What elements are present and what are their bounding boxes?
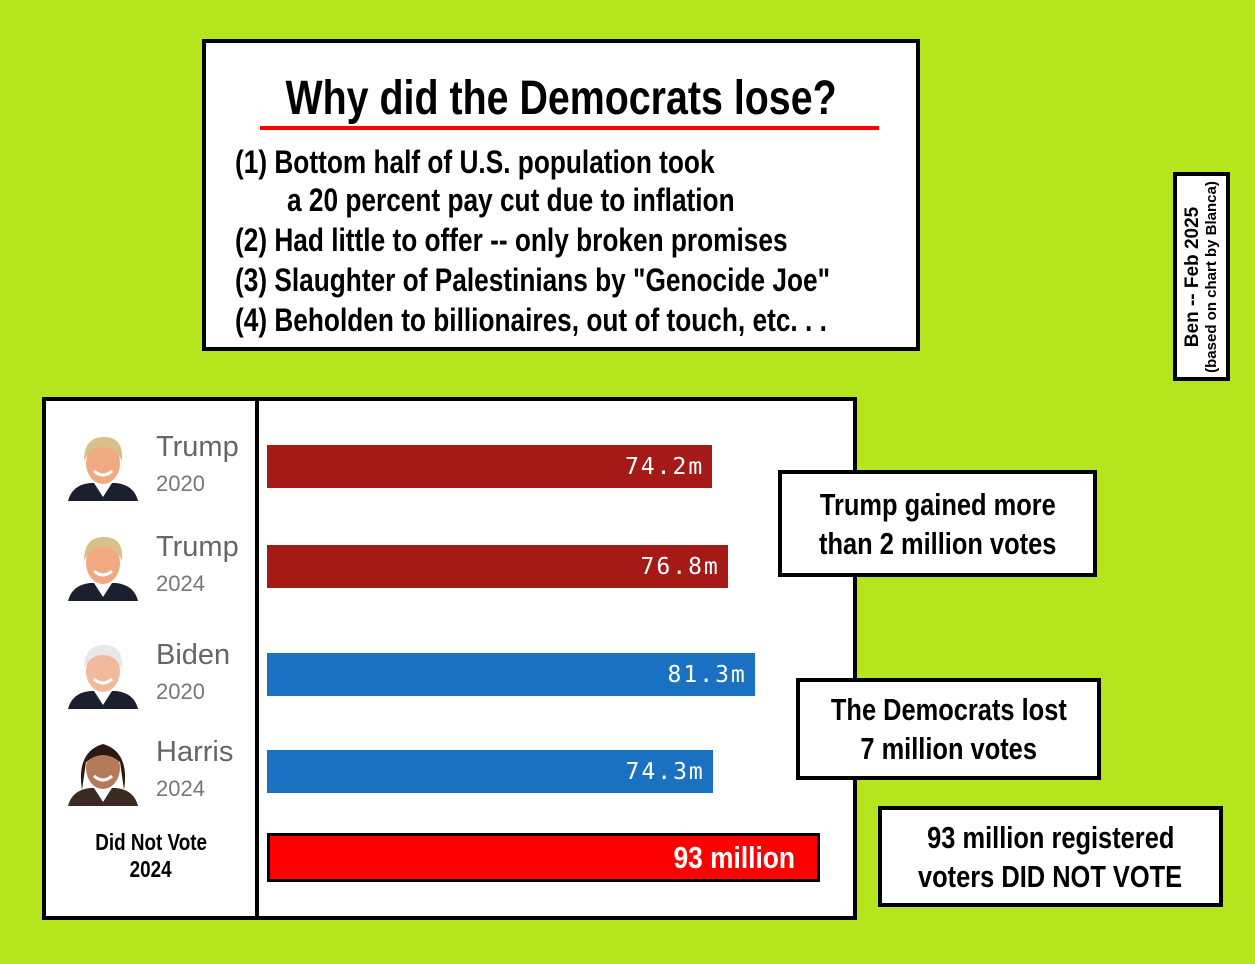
vote-bar-label: 74.3m <box>625 758 705 785</box>
vote-bar-label: 76.8m <box>640 553 720 580</box>
callout-nonvoters-line2: voters DID NOT VOTE <box>918 858 1183 894</box>
reason-3-text: (3) Slaughter of Palestinians by "Genoci… <box>235 262 831 298</box>
candidate-photo <box>66 427 140 501</box>
title: Why did the Democrats lose? <box>206 71 916 126</box>
reason-1: (1) Bottom half of U.S. population took <box>235 144 820 181</box>
candidate-photo <box>66 732 140 806</box>
callout-trump-line1: Trump gained more <box>819 486 1056 522</box>
reason-4-text: (4) Beholden to billionaires, out of tou… <box>235 302 827 338</box>
candidate-photo <box>66 635 140 709</box>
reason-4: (4) Beholden to billionaires, out of tou… <box>235 302 957 339</box>
credit-source: (based on chart by Blanca) <box>1202 180 1220 373</box>
candidate-year: 2020 <box>156 679 205 704</box>
reason-2: (2) Had little to offer -- only broken p… <box>235 222 909 259</box>
title-box: Why did the Democrats lose? (1) Bottom h… <box>202 39 920 351</box>
vote-bar: 76.8m <box>267 545 728 588</box>
candidate-name: Harris <box>156 736 234 768</box>
title-underline <box>260 126 879 130</box>
did-not-vote-bar: 93 million <box>267 833 820 882</box>
callout-trump: Trump gained more than 2 million votes <box>778 470 1097 577</box>
callout-nonvoters: 93 million registered voters DID NOT VOT… <box>878 806 1223 907</box>
reason-2-text: (2) Had little to offer -- only broken p… <box>235 222 788 258</box>
callout-nonvoters-line1: 93 million registered <box>926 819 1175 855</box>
vote-bar-label: 81.3m <box>667 661 747 688</box>
title-text: Why did the Democrats lose? <box>285 72 837 125</box>
reason-1-text: (1) Bottom half of U.S. population took <box>235 144 715 180</box>
callout-democrats-line1: The Democrats lost <box>830 692 1067 727</box>
credit-author: Ben -- Feb 2025 <box>1181 206 1203 347</box>
did-not-vote-bar-label: 93 million <box>673 839 795 875</box>
candidate-year: 2024 <box>156 571 205 596</box>
vote-bar: 74.2m <box>267 445 713 488</box>
did-not-vote-label-1: Did Not Vote <box>95 829 207 855</box>
candidate-year: 2020 <box>156 471 205 496</box>
chart-divider <box>255 401 259 916</box>
did-not-vote-label: Did Not Vote 2024 <box>56 829 246 883</box>
reason-1-cont: a 20 percent pay cut due to inflation <box>287 182 833 219</box>
candidate-name: Biden <box>156 639 231 671</box>
reason-1-cont-text: a 20 percent pay cut due to inflation <box>287 182 735 218</box>
credit-box: Ben -- Feb 2025 (based on chart by Blanc… <box>1173 172 1230 381</box>
callout-trump-line2: than 2 million votes <box>818 525 1057 561</box>
candidate-year: 2024 <box>156 776 205 801</box>
vote-bar: 81.3m <box>267 653 755 696</box>
chart-box: Trump 2020 74.2m Trump 2024 76.8m Biden 2020 8… <box>42 397 857 920</box>
vote-bar-label: 74.2m <box>624 453 705 480</box>
candidate-photo <box>66 527 140 601</box>
callout-democrats: The Democrats lost 7 million votes <box>796 678 1101 780</box>
reason-3: (3) Slaughter of Palestinians by "Genoci… <box>235 262 961 299</box>
candidate-name: Trump <box>156 431 239 463</box>
did-not-vote-label-2: 2024 <box>130 856 172 882</box>
vote-bar: 74.3m <box>267 750 713 793</box>
candidate-name: Trump <box>156 531 239 563</box>
callout-democrats-line2: 7 million votes <box>860 731 1037 766</box>
